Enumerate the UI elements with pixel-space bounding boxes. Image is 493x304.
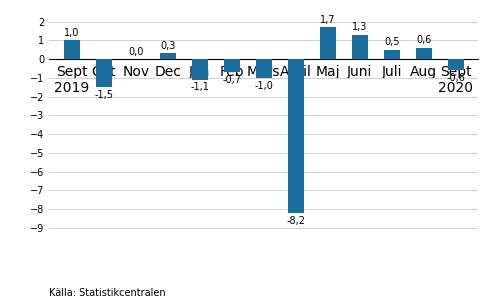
Text: Källa: Statistikcentralen: Källa: Statistikcentralen	[49, 288, 166, 298]
Text: 0,6: 0,6	[416, 35, 431, 45]
Bar	[256, 59, 272, 78]
Bar	[96, 59, 112, 87]
Text: 1,3: 1,3	[352, 22, 367, 32]
Bar	[448, 59, 464, 70]
Bar	[160, 54, 176, 59]
Text: 0,0: 0,0	[128, 47, 143, 57]
Text: 1,7: 1,7	[320, 15, 336, 25]
Text: 0,5: 0,5	[384, 37, 399, 47]
Bar	[352, 35, 368, 59]
Text: 1,0: 1,0	[64, 28, 79, 38]
Text: 0,3: 0,3	[160, 41, 176, 51]
Bar	[320, 27, 336, 59]
Text: -1,0: -1,0	[254, 81, 273, 91]
Text: -1,1: -1,1	[190, 82, 209, 92]
Text: -0,7: -0,7	[222, 75, 241, 85]
Text: -0,6: -0,6	[446, 73, 465, 83]
Bar	[384, 50, 400, 59]
Text: -1,5: -1,5	[94, 90, 113, 100]
Bar	[416, 48, 432, 59]
Bar	[192, 59, 208, 80]
Bar	[224, 59, 240, 72]
Bar	[64, 40, 80, 59]
Text: -8,2: -8,2	[286, 216, 305, 226]
Bar	[288, 59, 304, 213]
